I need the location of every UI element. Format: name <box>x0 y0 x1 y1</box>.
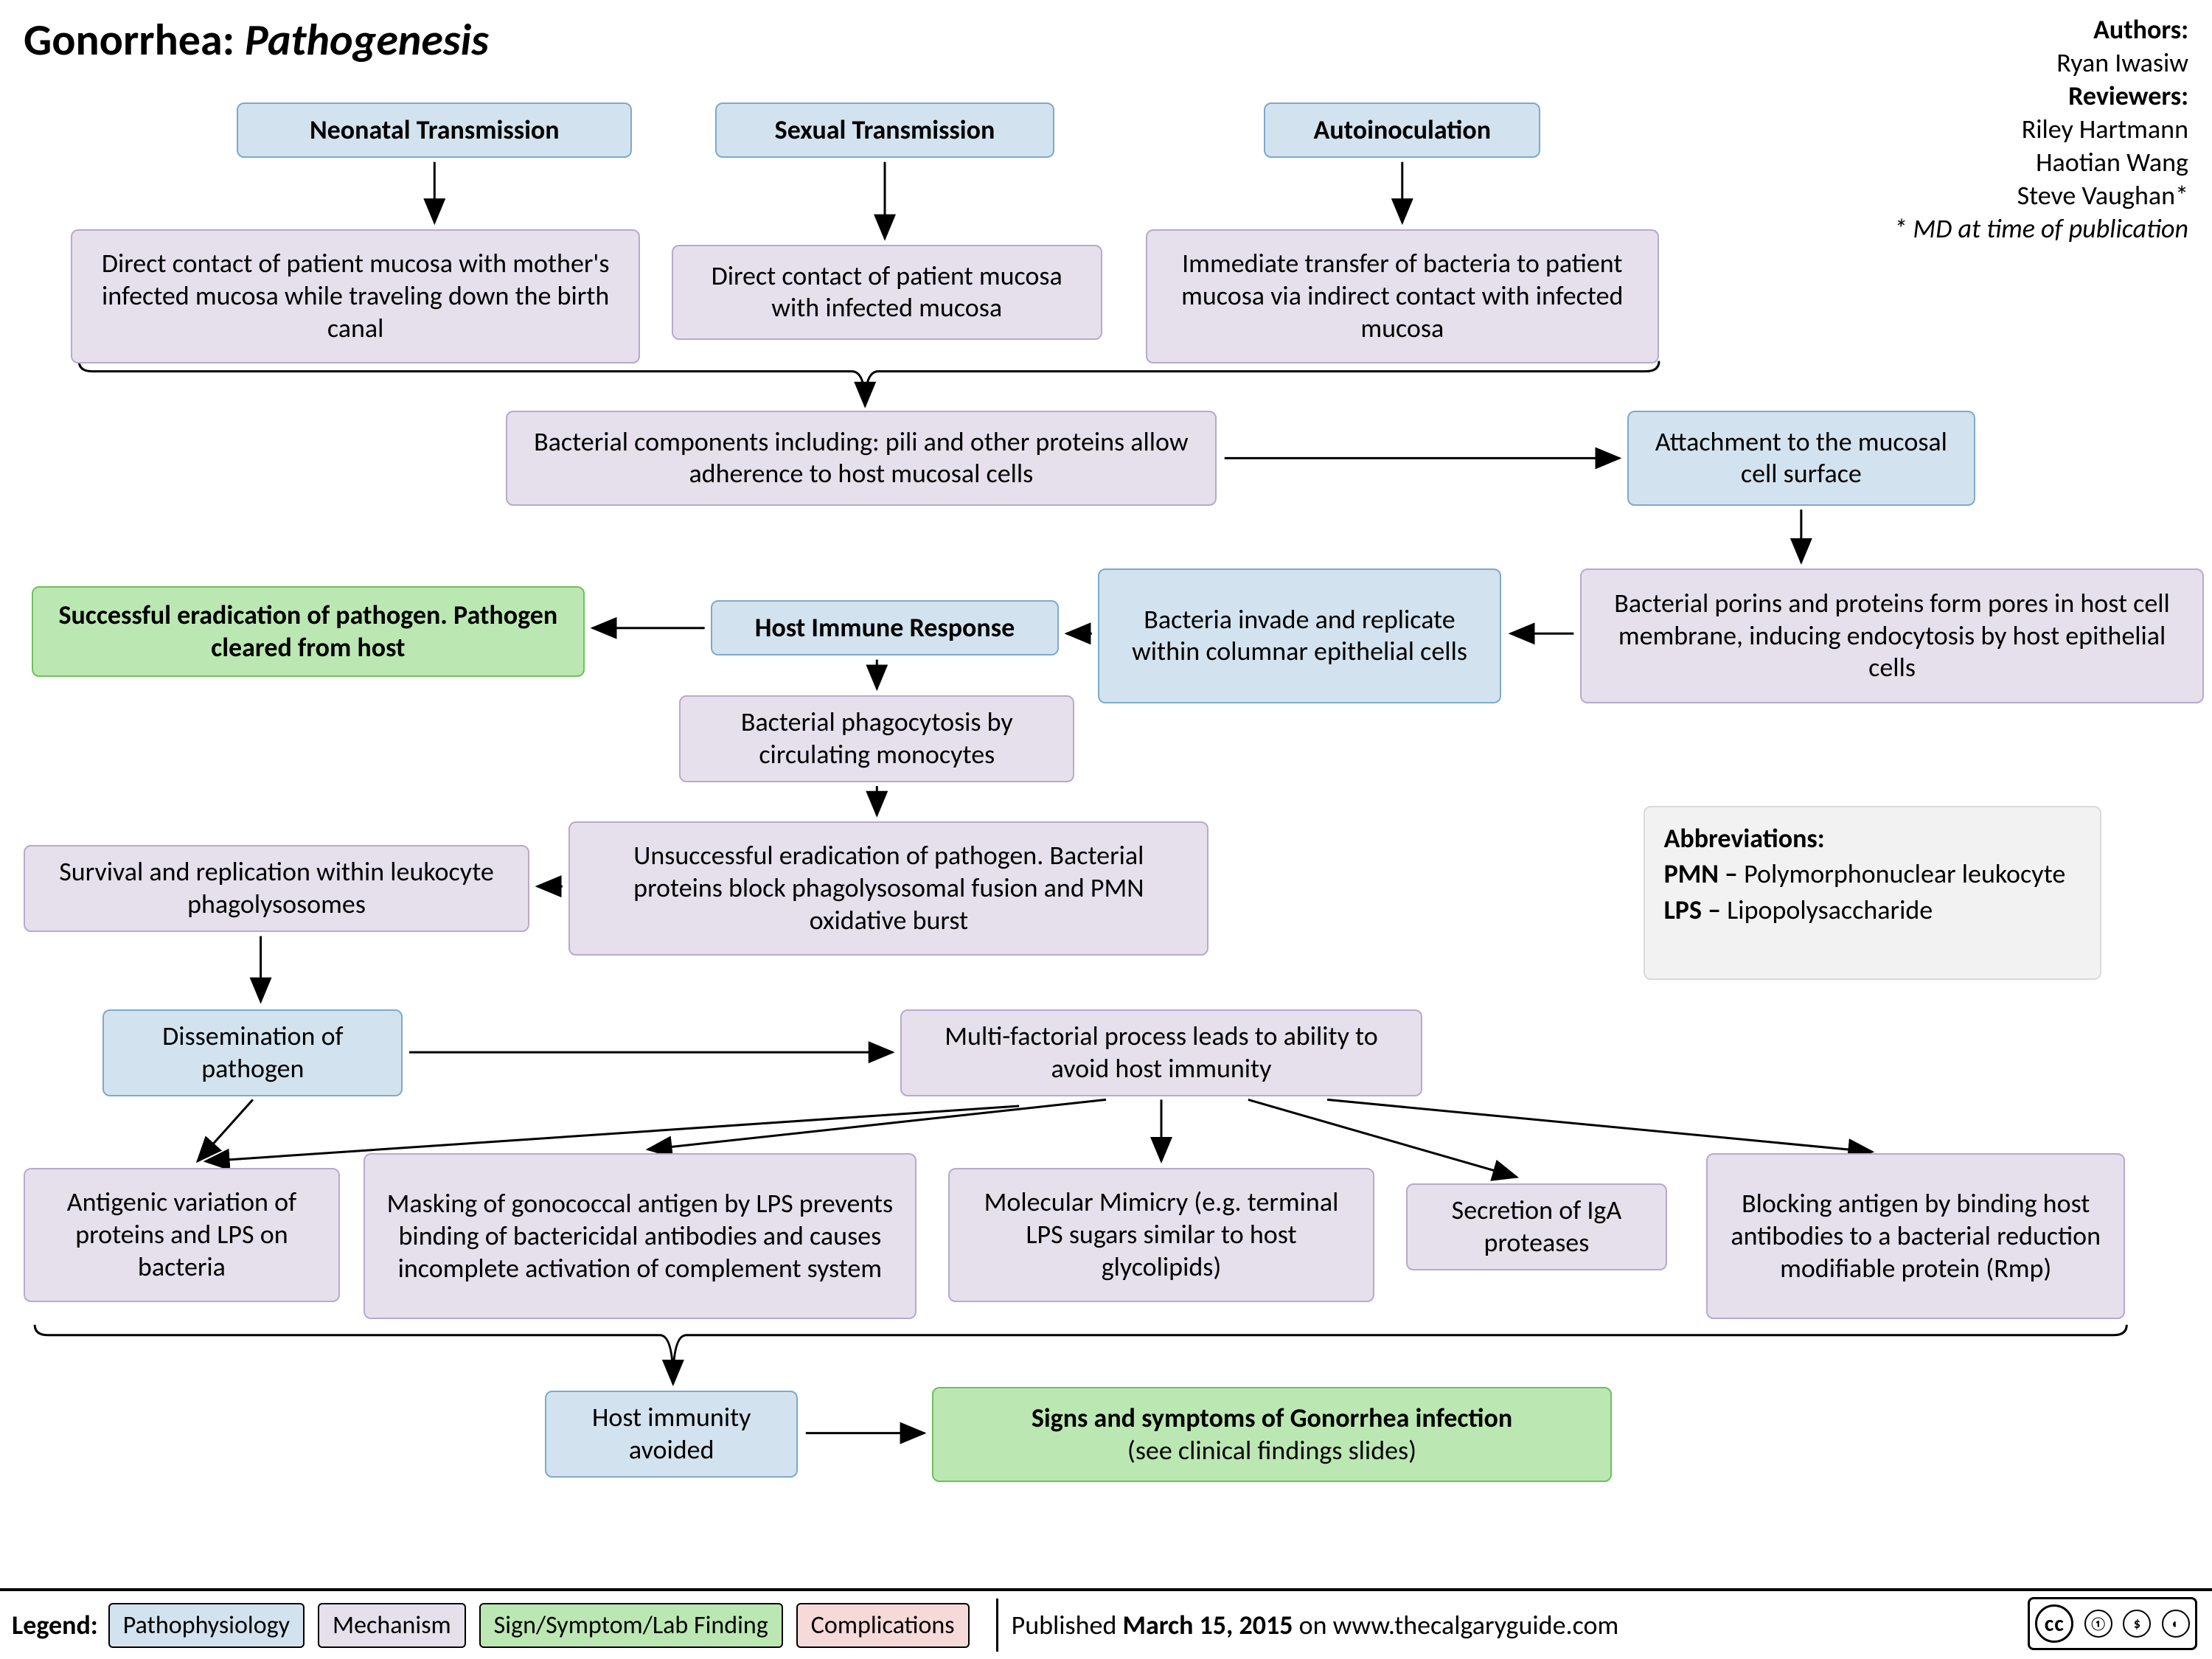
node-multifac: Multi-factorial process leads to ability… <box>900 1009 1422 1096</box>
node-autoinoc_desc: Immediate transfer of bacteria to patien… <box>1146 229 1659 364</box>
title-main: Gonorrhea: <box>24 13 234 67</box>
node-survival: Survival and replication within leukocyt… <box>24 845 529 932</box>
abbrev-header: Abbreviations: <box>1664 821 2081 857</box>
legend-sign: Sign/Symptom/Lab Finding <box>479 1603 783 1648</box>
legend-label: Legend: <box>12 1609 98 1641</box>
node-hir: Host Immune Response <box>711 600 1058 655</box>
diagram-page: Gonorrhea: Pathogenesis Authors: Ryan Iw… <box>0 0 2212 1659</box>
node-avoided: Host immunity avoided <box>545 1391 798 1478</box>
node-masking: Masking of gonococcal antigen by LPS pre… <box>364 1153 917 1319</box>
node-mimicry: Molecular Mimicry (e.g. terminal LPS sug… <box>948 1168 1375 1302</box>
node-attachment: Attachment to the mucosal cell surface <box>1627 411 1975 506</box>
footer-divider <box>996 1599 998 1652</box>
node-neonatal_desc: Direct contact of patient mucosa with mo… <box>71 229 639 364</box>
legend-footer: Legend: Pathophysiology Mechanism Sign/S… <box>0 1588 2212 1659</box>
reviewers-header: Reviewers: <box>1893 80 2188 113</box>
node-autoinoc: Autoinoculation <box>1264 102 1540 158</box>
legend-mechanism: Mechanism <box>318 1603 466 1648</box>
reviewer-name: Haotian Wang <box>1893 146 2188 179</box>
reviewer-note: * MD at time of publication <box>1893 212 2188 246</box>
title-sub: Pathogenesis <box>245 13 489 67</box>
node-antigenic: Antigenic variation of proteins and LPS … <box>24 1168 340 1302</box>
legend-pathophysiology: Pathophysiology <box>108 1603 305 1648</box>
credits-block: Authors: Ryan Iwasiw Reviewers: Riley Ha… <box>1893 13 2188 246</box>
abbrev-line: LPS – Lipopolysaccharide <box>1664 892 2081 928</box>
node-unsuccessful: Unsuccessful eradication of pathogen. Ba… <box>568 821 1208 956</box>
node-porins: Bacterial porins and proteins form pores… <box>1580 568 2204 703</box>
node-invade: Bacteria invade and replicate within col… <box>1098 568 1500 703</box>
author-name: Ryan Iwasiw <box>1893 46 2188 80</box>
node-phago: Bacterial phagocytosis by circulating mo… <box>679 695 1074 782</box>
node-signs: Signs and symptoms of Gonorrhea infectio… <box>932 1387 1611 1482</box>
abbrev-line: PMN – Polymorphonuclear leukocyte <box>1664 856 2081 892</box>
reviewer-name: Riley Hartmann <box>1893 113 2188 146</box>
node-dissem: Dissemination of pathogen <box>102 1009 403 1096</box>
cc-license-icon: cc①$◐ <box>2028 1597 2197 1650</box>
authors-header: Authors: <box>1893 13 2188 46</box>
abbreviations-box: Abbreviations: PMN – Polymorphonuclear l… <box>1644 806 2101 980</box>
node-sexual_desc: Direct contact of patient mucosa with in… <box>672 245 1102 340</box>
node-components: Bacterial components including: pili and… <box>506 411 1217 506</box>
reviewer-name: Steve Vaughan* <box>1893 179 2188 212</box>
node-eradication: Successful eradication of pathogen. Path… <box>32 586 585 677</box>
node-sexual: Sexual Transmission <box>715 102 1055 158</box>
publication-info: Published March 15, 2015 on www.thecalga… <box>1012 1609 2200 1641</box>
legend-complications: Complications <box>796 1603 970 1648</box>
node-iga: Secretion of IgA proteases <box>1406 1183 1667 1270</box>
node-neonatal: Neonatal Transmission <box>237 102 632 158</box>
page-title: Gonorrhea: Pathogenesis <box>24 13 489 67</box>
node-blocking: Blocking antigen by binding host antibod… <box>1706 1153 2125 1319</box>
